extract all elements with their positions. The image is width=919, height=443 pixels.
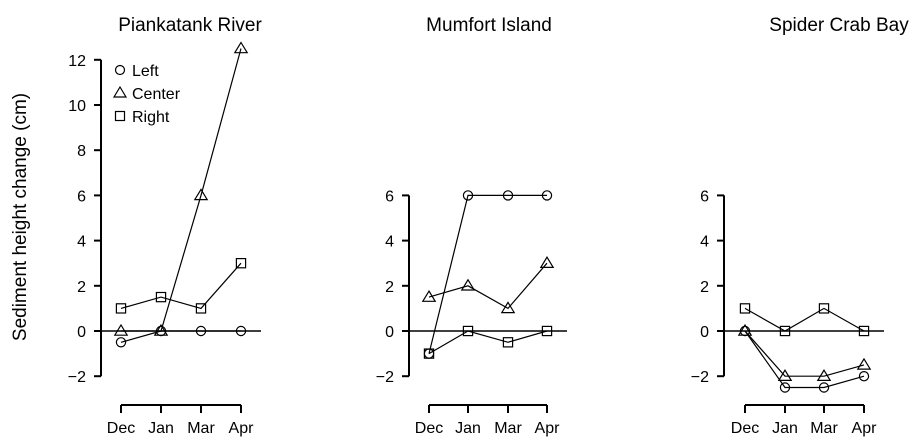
legend-triangle-marker [112, 85, 128, 98]
left-circle-point [541, 190, 553, 201]
panel-title: Spider Crab Bay [769, 15, 909, 36]
x-tick-label: Mar [494, 420, 522, 437]
y-tick-label: 0 [700, 324, 709, 341]
y-axis-label: Sediment height change (cm) [10, 93, 31, 341]
y-tick-label: 6 [700, 188, 709, 205]
right-square-point [115, 303, 127, 314]
series-line-center [121, 48, 242, 332]
right-square-point [423, 348, 435, 359]
center-triangle-point [460, 278, 476, 291]
center-triangle-point [421, 289, 437, 302]
left-circle-point [858, 371, 870, 382]
legend-label: Right [132, 109, 170, 126]
center-triangle-point [856, 357, 872, 370]
panel-piankatank-river: Piankatank River Sediment height change … [10, 15, 262, 437]
x-tick-label: Apr [229, 420, 255, 437]
center-triangle-point [153, 323, 169, 336]
series-line-center [744, 330, 865, 377]
center-triangle-point [113, 323, 129, 336]
center-triangle-point [737, 323, 753, 336]
center-triangle-point [500, 301, 516, 314]
y-tick-label: 0 [77, 324, 86, 341]
left-circle-point [195, 325, 207, 337]
left-circle-point [818, 382, 830, 393]
center-triangle-point [193, 188, 209, 201]
x-tick-label: Jan [148, 420, 174, 437]
series-line-left [744, 330, 865, 389]
series-line-center [428, 262, 548, 310]
series-line-right [120, 262, 242, 310]
panel-mumfort-island: Mumfort Island −2 0 2 4 6 Dec Jan Mar Apr [376, 15, 567, 437]
right-square-point [462, 325, 474, 337]
y-tick-label: −2 [68, 369, 86, 386]
legend-square-marker [114, 110, 126, 122]
panel-spider-crab-bay: Spider Crab Bay −2 0 2 4 6 Dec Jan Mar Apr [691, 15, 909, 437]
right-square-point [818, 303, 830, 314]
y-tick-label: 0 [385, 324, 394, 341]
legend-entry-right: Right [114, 109, 170, 126]
series-line-right [428, 330, 548, 355]
right-square-point [858, 325, 870, 337]
legend-label: Left [132, 63, 159, 80]
x-tick-label: Dec [415, 420, 443, 437]
legend: Left Center Right [112, 63, 181, 126]
x-tick-label: Dec [731, 420, 759, 437]
legend-entry-left: Left [114, 63, 159, 80]
legend-entry-center: Center [112, 85, 181, 103]
y-tick-label: 2 [700, 279, 709, 296]
left-circle-point [502, 190, 514, 201]
legend-label: Center [132, 86, 181, 103]
y-tick-label: 4 [700, 234, 709, 251]
x-tick-label: Apr [535, 420, 561, 437]
center-triangle-point [539, 256, 555, 268]
right-square-point [235, 258, 247, 269]
left-circle-point [115, 337, 127, 348]
y-tick-label: 4 [385, 234, 394, 251]
left-circle-point [779, 382, 791, 393]
y-tick-label: 12 [68, 53, 86, 70]
right-square-point [195, 303, 207, 314]
right-square-point [502, 337, 514, 348]
y-tick-label: 4 [77, 234, 86, 251]
x-tick-label: Dec [107, 420, 135, 437]
y-tick-label: 2 [385, 279, 394, 296]
right-square-point [739, 303, 751, 314]
right-square-point [155, 291, 167, 303]
right-square-point [541, 325, 553, 337]
x-tick-label: Apr [852, 420, 878, 437]
y-tick-label: −2 [376, 369, 394, 386]
right-square-point [779, 325, 791, 337]
y-tick-label: 10 [68, 98, 86, 115]
series-line-right [744, 307, 865, 332]
center-triangle-point [816, 369, 832, 381]
panel-title: Piankatank River [118, 15, 262, 36]
panel-title: Mumfort Island [426, 15, 552, 36]
x-tick-label: Mar [810, 420, 838, 437]
left-circle-point [235, 325, 247, 337]
y-tick-label: 8 [77, 143, 86, 160]
y-tick-label: −2 [691, 369, 709, 386]
series-line-left [120, 330, 241, 343]
legend-circle-marker [114, 64, 126, 76]
x-tick-label: Jan [455, 420, 481, 437]
y-tick-label: 6 [77, 188, 86, 205]
y-tick-label: 6 [385, 188, 394, 205]
x-tick-label: Mar [187, 420, 215, 437]
center-triangle-point [777, 369, 793, 381]
center-triangle-point [233, 41, 249, 54]
left-circle-point [462, 190, 474, 201]
y-tick-label: 2 [77, 279, 86, 296]
series-line-left [428, 194, 547, 354]
x-tick-label: Jan [772, 420, 798, 437]
